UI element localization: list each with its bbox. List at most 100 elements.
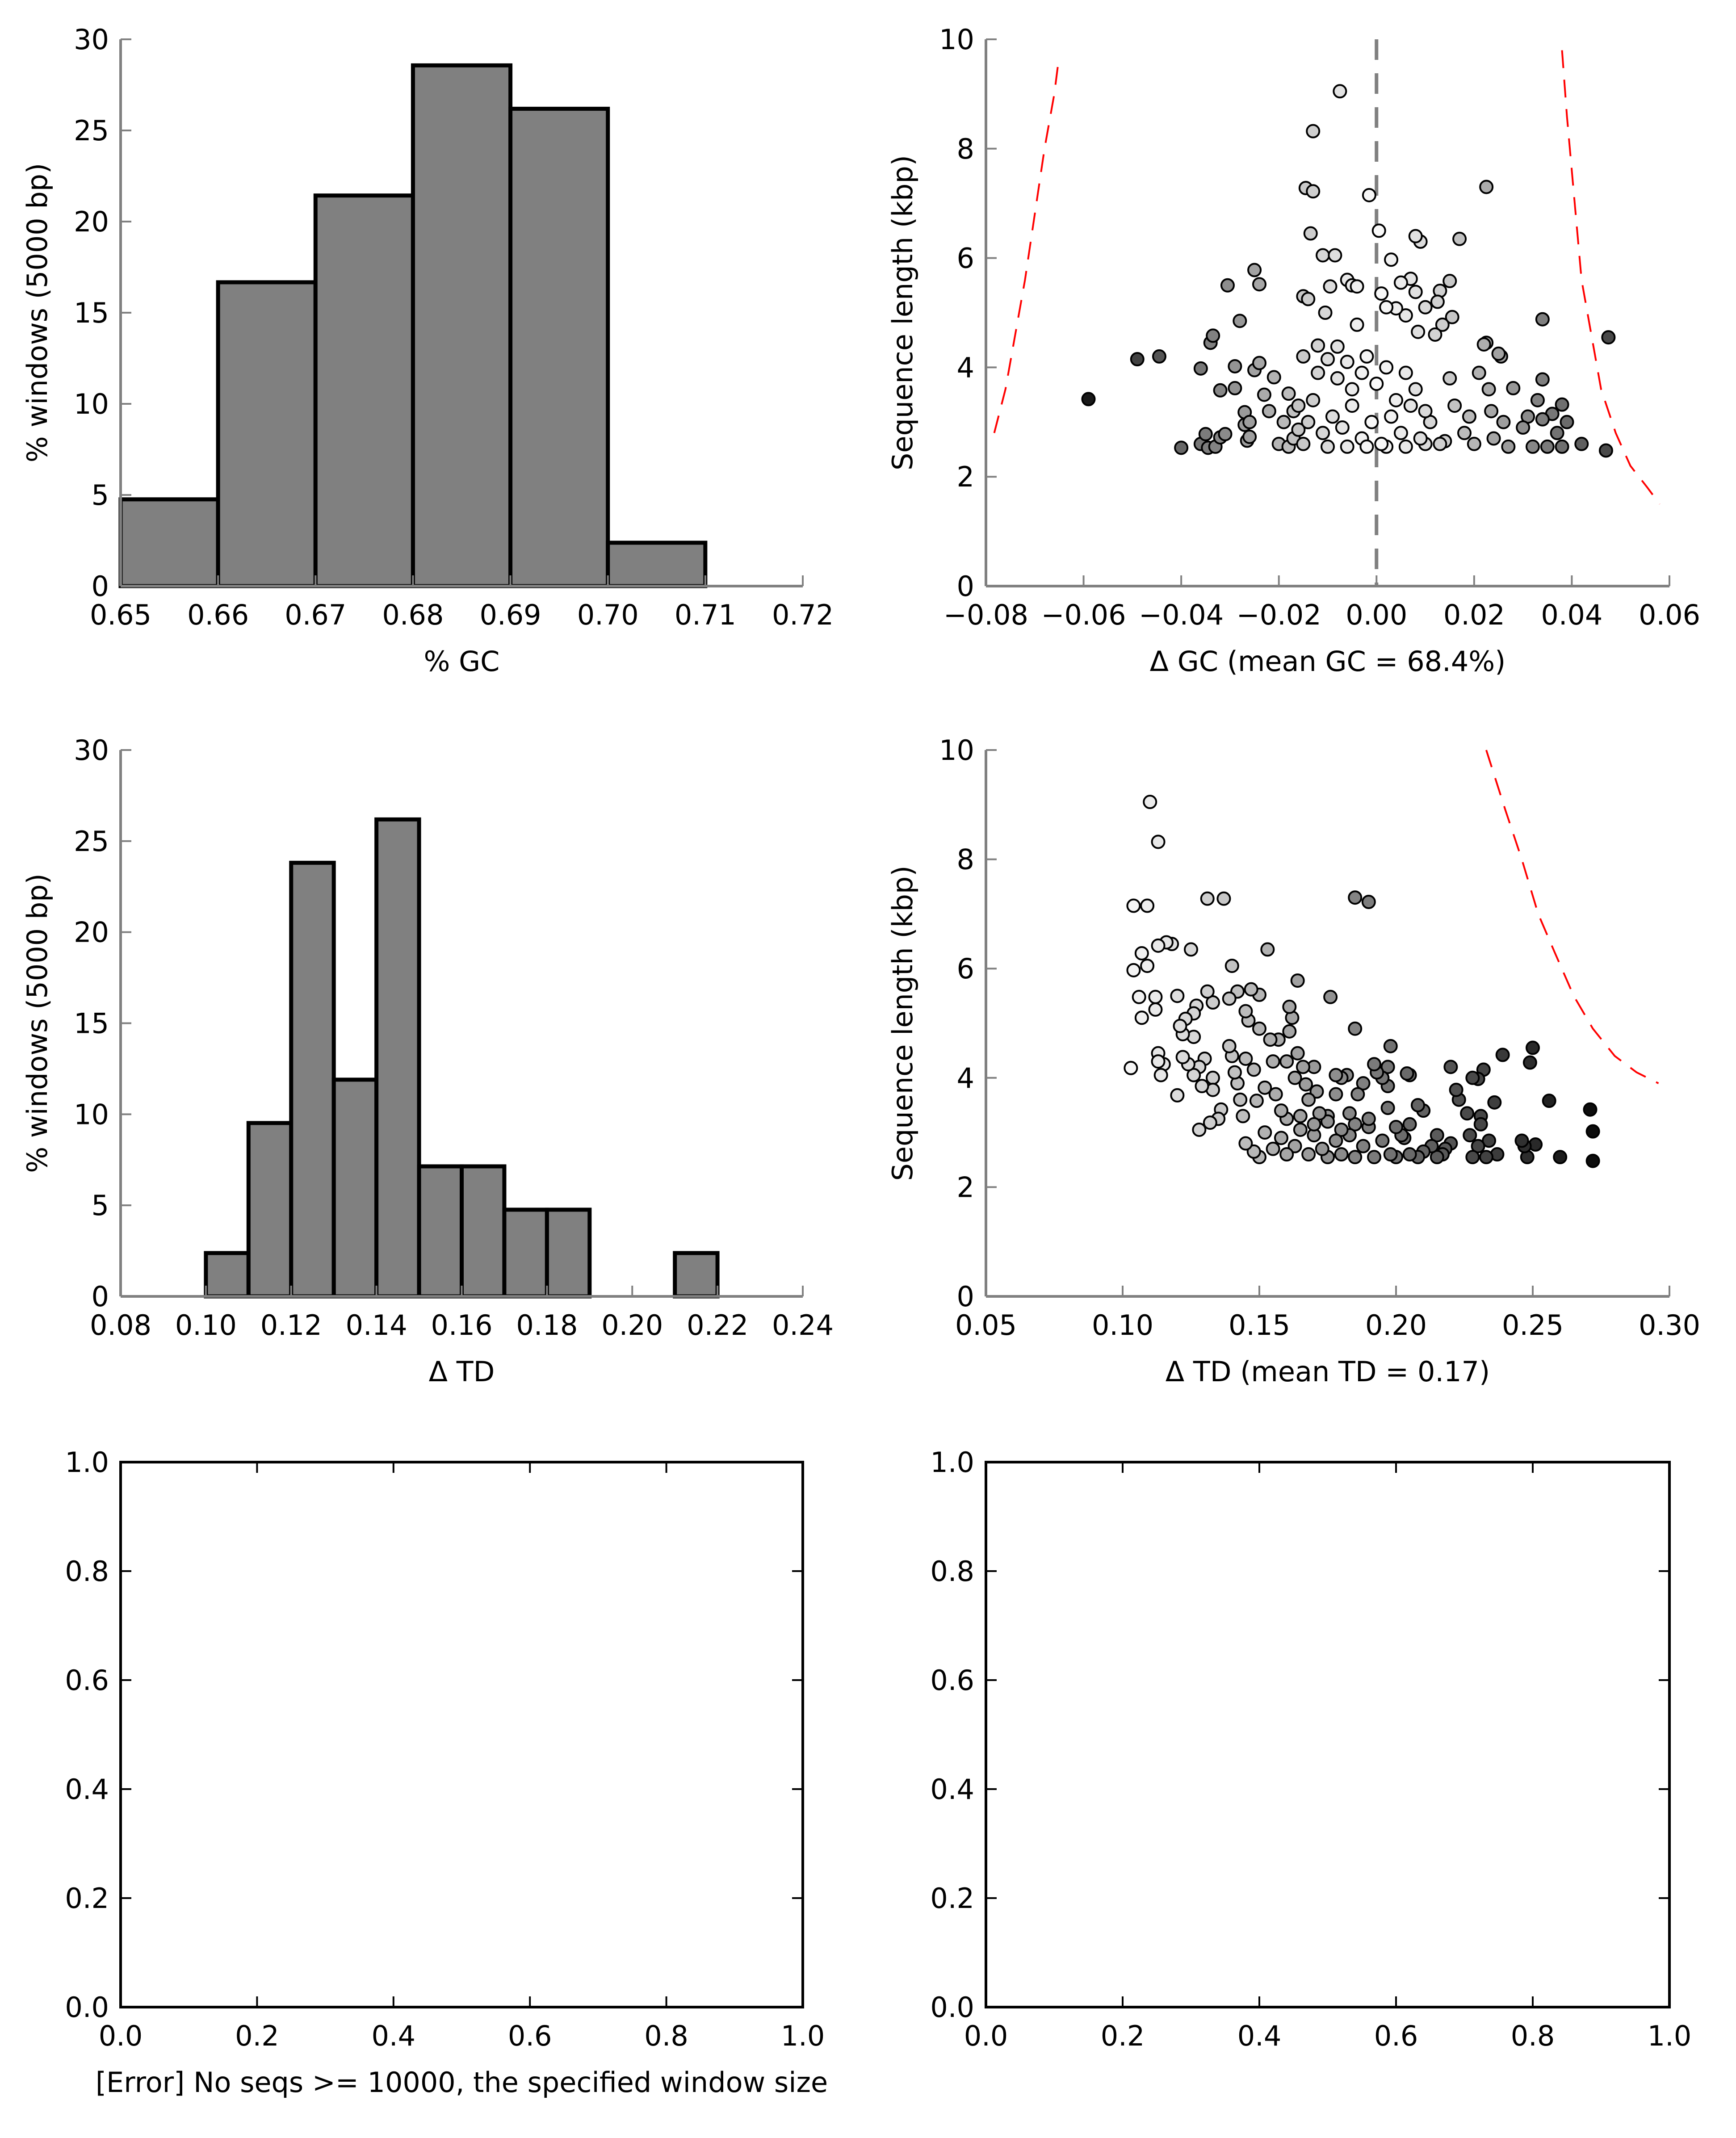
data-point xyxy=(1411,324,1426,339)
y-tick-label: 0 xyxy=(957,570,974,603)
data-point xyxy=(1535,312,1550,327)
data-point xyxy=(1389,1119,1403,1134)
y-tick-label: 5 xyxy=(92,1189,109,1222)
x-tick-label: 0.4 xyxy=(1237,2020,1282,2052)
data-point xyxy=(1198,427,1213,441)
x-tick-label: 0.4 xyxy=(371,2020,415,2052)
data-point xyxy=(1496,415,1511,429)
x-tick-label: 0.08 xyxy=(90,1309,151,1341)
data-point xyxy=(1516,420,1531,435)
data-point xyxy=(1418,300,1433,314)
x-tick-label: 1.0 xyxy=(1648,2020,1692,2052)
y-tick-label: 10 xyxy=(939,734,974,767)
x-axis-label: Δ TD (mean TD = 0.17) xyxy=(1166,1355,1490,1388)
data-point xyxy=(1257,387,1271,402)
data-point xyxy=(1126,898,1141,913)
y-tick-label: 30 xyxy=(74,734,109,767)
data-point xyxy=(1293,1122,1308,1137)
data-point xyxy=(1430,1150,1444,1165)
data-point xyxy=(1152,349,1166,364)
data-point xyxy=(1262,404,1276,419)
data-point xyxy=(1379,360,1394,375)
x-tick-label: 0.6 xyxy=(1374,2020,1418,2052)
data-point xyxy=(1192,1122,1207,1137)
data-point xyxy=(1175,1050,1190,1065)
data-point xyxy=(1398,439,1413,454)
data-point xyxy=(1460,1106,1475,1121)
data-point xyxy=(1443,1060,1458,1074)
x-tick-label: 1.0 xyxy=(781,2020,825,2052)
axes-frame xyxy=(119,1461,804,2008)
data-point xyxy=(1350,317,1364,332)
data-point xyxy=(1362,188,1376,202)
data-point xyxy=(1445,310,1459,324)
data-point xyxy=(1348,1117,1363,1132)
x-tick-label: 0.0 xyxy=(99,2020,143,2052)
data-point xyxy=(1361,894,1376,909)
y-tick-label: 10 xyxy=(939,23,974,56)
data-point xyxy=(1359,439,1374,454)
data-point xyxy=(1282,999,1297,1014)
data-point xyxy=(1252,277,1266,292)
data-point xyxy=(1227,1065,1242,1080)
y-tick-label: 0 xyxy=(957,1280,974,1313)
data-point xyxy=(1296,436,1311,451)
data-point xyxy=(1463,1128,1477,1143)
data-point xyxy=(1334,1147,1349,1162)
data-point xyxy=(1266,1054,1280,1069)
threshold-curve-left xyxy=(993,55,1060,433)
x-tick-label: 0.02 xyxy=(1443,599,1505,631)
y-tick-label: 5 xyxy=(92,479,109,511)
data-point xyxy=(1249,1094,1264,1108)
x-tick-label: 0.05 xyxy=(955,1309,1017,1341)
y-tick-label: 6 xyxy=(957,952,974,985)
data-point xyxy=(1402,1117,1417,1132)
x-tick-label: 0.15 xyxy=(1229,1309,1290,1341)
data-point xyxy=(1329,1087,1343,1102)
data-point xyxy=(1301,1147,1316,1162)
x-tick-label: 0.6 xyxy=(508,2020,552,2052)
y-tick-label: 0.2 xyxy=(65,1882,109,1915)
data-point xyxy=(1433,436,1447,451)
data-point xyxy=(1224,959,1239,973)
data-point xyxy=(1268,1087,1283,1102)
x-tick-label: 0.2 xyxy=(1101,2020,1145,2052)
data-point xyxy=(1301,1092,1316,1107)
data-point xyxy=(1187,1068,1201,1082)
data-point xyxy=(1361,1111,1376,1126)
y-tick-label: 25 xyxy=(74,825,109,858)
data-point xyxy=(1216,891,1231,906)
x-tick-label: −0.06 xyxy=(1041,599,1126,631)
data-point xyxy=(1486,431,1501,446)
y-tick-label: 6 xyxy=(957,242,974,275)
data-point xyxy=(1126,963,1141,977)
data-point xyxy=(1555,439,1569,454)
y-tick-label: 1.0 xyxy=(65,1446,109,1479)
data-point xyxy=(1318,306,1333,320)
y-axis-label: Sequence length (kbp) xyxy=(886,155,919,470)
data-point xyxy=(1354,365,1369,380)
panel-gc-hist: 0 5 10 15 20 25 30 0.65 0.66 0.67 0.68 0.69 0.70 0.71… xyxy=(21,23,834,678)
histogram-bar xyxy=(606,541,708,588)
y-tick-label: 4 xyxy=(957,1062,974,1094)
data-point xyxy=(1213,383,1228,398)
x-tick-label: 0.00 xyxy=(1346,599,1407,631)
data-point xyxy=(1323,989,1338,1004)
y-tick-label: 10 xyxy=(74,1098,109,1131)
histogram-bar xyxy=(374,817,421,1299)
x-tick-label: 0.66 xyxy=(187,599,249,631)
histogram-bar xyxy=(246,1121,294,1299)
x-axis-label: Δ TD xyxy=(429,1355,495,1388)
data-point xyxy=(1585,1153,1600,1168)
data-point xyxy=(1356,1139,1371,1153)
y-tick-label: 1.0 xyxy=(930,1446,974,1479)
data-point xyxy=(1398,308,1413,323)
x-axis-label: % GC xyxy=(424,645,500,678)
data-point xyxy=(1514,1133,1529,1148)
data-point xyxy=(1467,436,1481,451)
y-tick-label: 0.8 xyxy=(930,1555,974,1588)
data-point xyxy=(1359,349,1374,364)
histogram-bar xyxy=(289,860,336,1299)
data-point xyxy=(1205,995,1220,1010)
x-tick-label: 0.10 xyxy=(175,1309,237,1341)
